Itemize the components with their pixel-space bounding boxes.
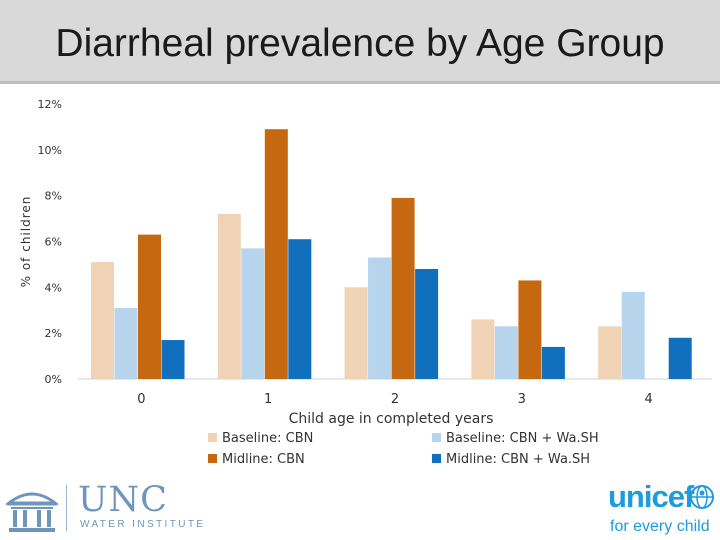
bar-3-2 bbox=[415, 269, 439, 379]
bar-1-3 bbox=[494, 326, 518, 379]
footer: UNC WATER INSTITUTE unicef for every chi… bbox=[0, 475, 720, 540]
bar-1-1 bbox=[241, 248, 265, 379]
legend-swatch bbox=[208, 454, 217, 463]
unc-logo-text: UNC bbox=[78, 480, 168, 520]
legend-label: Baseline: CBN bbox=[222, 431, 313, 446]
legend-swatch bbox=[432, 433, 441, 442]
legend-label: Baseline: CBN + Wa.SH bbox=[446, 431, 599, 446]
x-tick-label: 3 bbox=[518, 392, 526, 407]
bar-chart: 0% 2% 4% 6% 8% 10% 12% % of children 0 1 2 3 4 Child … bbox=[19, 98, 712, 467]
unicef-globe-icon bbox=[690, 485, 714, 509]
legend-swatch bbox=[432, 454, 441, 463]
y-tick-label: 0% bbox=[45, 373, 62, 386]
bar-1-4 bbox=[621, 291, 645, 379]
bar-2-0 bbox=[138, 234, 161, 379]
bar-3-3 bbox=[541, 346, 565, 379]
bar-1-0 bbox=[114, 307, 138, 379]
x-tick-label: 0 bbox=[137, 392, 145, 407]
bar-2-1 bbox=[264, 129, 288, 379]
legend-label: Midline: CBN + Wa.SH bbox=[446, 452, 590, 467]
title-bar: Diarrheal prevalence by Age Group bbox=[0, 0, 720, 84]
x-tick-label: 2 bbox=[391, 392, 399, 407]
bar-0-1 bbox=[217, 214, 241, 379]
legend-label: Midline: CBN bbox=[222, 452, 305, 467]
bar-0-0 bbox=[91, 262, 114, 379]
bar-3-4 bbox=[668, 337, 692, 379]
x-axis-label: Child age in completed years bbox=[289, 411, 494, 427]
unc-logo-subtitle: WATER INSTITUTE bbox=[80, 519, 206, 530]
bar-2-2 bbox=[391, 197, 415, 379]
bar-1-2 bbox=[368, 257, 392, 379]
y-tick-label: 8% bbox=[45, 190, 62, 203]
y-tick-label: 4% bbox=[45, 281, 62, 294]
bar-2-3 bbox=[518, 280, 542, 379]
bar-0-2 bbox=[344, 287, 368, 379]
y-tick-label: 2% bbox=[45, 327, 62, 340]
unicef-logo-text: unicef bbox=[608, 479, 694, 514]
y-axis-label: % of children bbox=[19, 196, 33, 288]
page-title: Diarrheal prevalence by Age Group bbox=[55, 22, 665, 65]
x-tick-label: 1 bbox=[264, 392, 272, 407]
unicef-tagline: for every child bbox=[610, 518, 710, 535]
bar-0-3 bbox=[471, 319, 495, 379]
logo-divider bbox=[66, 485, 67, 531]
y-tick-label: 12% bbox=[38, 98, 62, 111]
bar-3-1 bbox=[288, 239, 312, 379]
legend-swatch bbox=[208, 433, 217, 442]
y-tick-label: 10% bbox=[38, 144, 62, 157]
x-tick-label: 4 bbox=[644, 392, 652, 407]
bar-0-4 bbox=[598, 326, 622, 379]
old-well-icon bbox=[5, 492, 59, 532]
bar-3-0 bbox=[161, 340, 185, 379]
y-tick-label: 6% bbox=[45, 236, 62, 249]
